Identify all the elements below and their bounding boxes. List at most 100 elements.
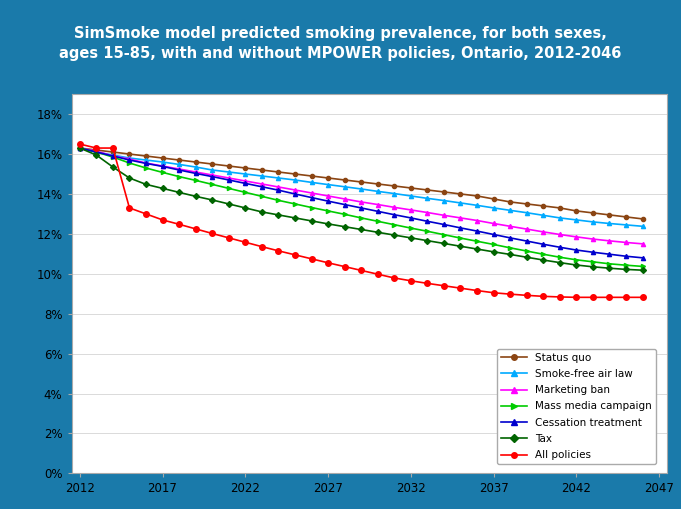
Mass media campaign bbox=[241, 189, 249, 195]
Status quo bbox=[424, 187, 432, 193]
Line: Smoke-free air law: Smoke-free air law bbox=[78, 146, 645, 229]
Marketing ban bbox=[109, 153, 117, 159]
Cessation treatment bbox=[125, 157, 133, 163]
Tax bbox=[456, 243, 464, 249]
Status quo bbox=[407, 185, 415, 191]
Mass media campaign bbox=[258, 193, 266, 200]
All policies bbox=[490, 290, 498, 296]
Status quo bbox=[258, 167, 266, 173]
Smoke-free air law bbox=[307, 179, 315, 185]
Status quo bbox=[274, 169, 283, 175]
Mass media campaign bbox=[556, 254, 564, 260]
Marketing ban bbox=[225, 175, 233, 181]
Smoke-free air law bbox=[258, 173, 266, 179]
Tax bbox=[241, 205, 249, 211]
Cessation treatment bbox=[556, 244, 564, 250]
Smoke-free air law bbox=[440, 197, 448, 204]
Status quo bbox=[324, 175, 332, 181]
Smoke-free air law bbox=[456, 200, 464, 206]
Line: Tax: Tax bbox=[78, 146, 645, 272]
Tax bbox=[258, 209, 266, 215]
Cessation treatment bbox=[191, 171, 200, 177]
Marketing ban bbox=[506, 223, 514, 230]
All policies bbox=[307, 256, 315, 262]
Status quo bbox=[622, 214, 630, 220]
Tax bbox=[572, 262, 580, 268]
Marketing ban bbox=[92, 148, 100, 154]
Smoke-free air law bbox=[589, 219, 597, 225]
Status quo bbox=[291, 171, 299, 177]
Mass media campaign bbox=[490, 241, 498, 247]
Marketing ban bbox=[522, 226, 530, 232]
Mass media campaign bbox=[390, 221, 398, 228]
Smoke-free air law bbox=[159, 159, 167, 165]
All policies bbox=[539, 293, 548, 299]
Tax bbox=[407, 235, 415, 241]
Marketing ban bbox=[208, 172, 217, 178]
All policies bbox=[142, 211, 150, 217]
Smoke-free air law bbox=[622, 222, 630, 228]
Tax bbox=[440, 240, 448, 246]
Marketing ban bbox=[572, 234, 580, 240]
Marketing ban bbox=[407, 207, 415, 213]
Cessation treatment bbox=[639, 255, 647, 261]
Mass media campaign bbox=[639, 263, 647, 269]
Cessation treatment bbox=[258, 184, 266, 190]
Line: Cessation treatment: Cessation treatment bbox=[78, 146, 645, 260]
Marketing ban bbox=[490, 220, 498, 227]
Smoke-free air law bbox=[473, 202, 481, 208]
Mass media campaign bbox=[159, 169, 167, 176]
Mass media campaign bbox=[340, 211, 349, 217]
Smoke-free air law bbox=[639, 223, 647, 230]
Mass media campaign bbox=[424, 228, 432, 234]
Marketing ban bbox=[291, 187, 299, 193]
All policies bbox=[159, 217, 167, 223]
All policies bbox=[473, 288, 481, 294]
All policies bbox=[424, 280, 432, 287]
Smoke-free air law bbox=[424, 195, 432, 202]
Cessation treatment bbox=[572, 247, 580, 253]
Cessation treatment bbox=[374, 208, 382, 214]
Smoke-free air law bbox=[76, 145, 84, 151]
Mass media campaign bbox=[291, 201, 299, 207]
Marketing ban bbox=[440, 212, 448, 218]
Status quo bbox=[175, 157, 183, 163]
All policies bbox=[374, 271, 382, 277]
Cessation treatment bbox=[589, 249, 597, 256]
Mass media campaign bbox=[109, 154, 117, 160]
Cessation treatment bbox=[340, 202, 349, 208]
Marketing ban bbox=[357, 199, 365, 205]
Tax bbox=[307, 218, 315, 224]
All policies bbox=[556, 294, 564, 300]
Tax bbox=[424, 238, 432, 244]
Marketing ban bbox=[639, 241, 647, 247]
Cessation treatment bbox=[175, 167, 183, 173]
Cessation treatment bbox=[324, 198, 332, 204]
Status quo bbox=[572, 208, 580, 214]
Legend: Status quo, Smoke-free air law, Marketing ban, Mass media campaign, Cessation tr: Status quo, Smoke-free air law, Marketin… bbox=[496, 349, 656, 464]
Marketing ban bbox=[589, 236, 597, 242]
All policies bbox=[241, 239, 249, 245]
Marketing ban bbox=[142, 160, 150, 166]
Tax bbox=[539, 257, 548, 263]
Smoke-free air law bbox=[274, 175, 283, 181]
Mass media campaign bbox=[605, 261, 614, 267]
Mass media campaign bbox=[324, 208, 332, 214]
All policies bbox=[225, 235, 233, 241]
Tax bbox=[622, 266, 630, 272]
Smoke-free air law bbox=[125, 155, 133, 161]
Mass media campaign bbox=[191, 177, 200, 183]
Smoke-free air law bbox=[539, 212, 548, 218]
Cessation treatment bbox=[291, 191, 299, 197]
Marketing ban bbox=[556, 232, 564, 238]
Smoke-free air law bbox=[390, 190, 398, 196]
Cessation treatment bbox=[76, 145, 84, 151]
All policies bbox=[340, 264, 349, 270]
All policies bbox=[76, 141, 84, 147]
Status quo bbox=[142, 153, 150, 159]
All policies bbox=[274, 248, 283, 254]
Mass media campaign bbox=[225, 185, 233, 191]
Marketing ban bbox=[324, 193, 332, 199]
Tax bbox=[639, 267, 647, 273]
Tax bbox=[191, 193, 200, 200]
